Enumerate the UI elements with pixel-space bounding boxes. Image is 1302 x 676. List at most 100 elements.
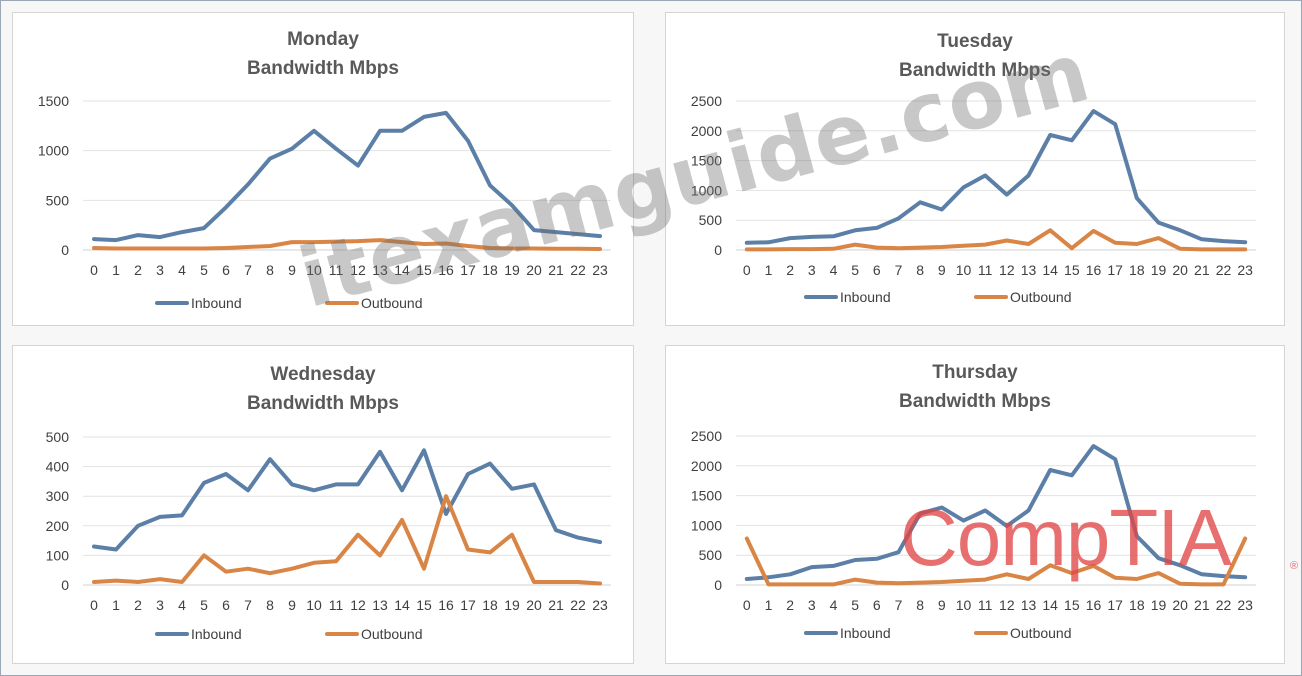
x-tick-label: 0 [743,262,751,278]
x-tick-label: 21 [1194,262,1210,278]
x-tick-label: 7 [895,597,903,613]
x-tick-label: 13 [372,262,388,278]
chart-title-line-2: Bandwidth Mbps [247,393,399,414]
legend-label-outbound: Outbound [1010,289,1072,305]
y-tick-label: 1000 [691,182,722,198]
y-tick-label: 1000 [691,517,722,533]
x-tick-label: 13 [1021,597,1037,613]
legend-label-inbound: Inbound [191,626,242,642]
y-tick-label: 500 [699,212,723,228]
y-tick-label: 200 [46,518,70,534]
chart-title-thursday: Thursday Bandwidth Mbps [666,358,1284,416]
y-tick-label: 0 [61,242,69,258]
chart-title-wednesday: Wednesday Bandwidth Mbps [13,360,633,418]
x-tick-label: 17 [460,262,476,278]
x-tick-label: 6 [222,597,230,613]
x-tick-label: 9 [938,262,946,278]
chart-title-line-2: Bandwidth Mbps [247,58,399,79]
x-tick-label: 8 [916,597,924,613]
x-tick-label: 16 [1086,597,1102,613]
x-tick-label: 13 [1021,262,1037,278]
x-tick-label: 2 [134,597,142,613]
x-tick-label: 19 [1151,597,1167,613]
x-tick-label: 0 [90,597,98,613]
x-tick-label: 14 [1042,597,1058,613]
x-tick-label: 4 [830,597,838,613]
chart-title-line-1: Thursday [932,362,1018,383]
x-tick-label: 12 [350,597,366,613]
x-tick-label: 7 [244,262,252,278]
y-tick-label: 100 [46,547,70,563]
x-tick-label: 5 [200,597,208,613]
x-tick-label: 18 [1129,262,1145,278]
x-tick-label: 6 [222,262,230,278]
x-tick-label: 20 [526,262,542,278]
y-tick-label: 1500 [691,153,722,169]
chart-title-tuesday: Tuesday Bandwidth Mbps [666,27,1284,85]
chart-panel-monday: Monday Bandwidth Mbps 0 500 1000 1500 0 1 2 3 4 5… [12,12,634,326]
x-tick-label: 22 [1216,262,1232,278]
x-tick-label: 17 [460,597,476,613]
legend-label-inbound: Inbound [840,625,891,641]
y-tick-label: 2000 [691,458,722,474]
series-line-outbound [744,228,1248,252]
x-tick-label: 4 [830,262,838,278]
chart-title-line-1: Wednesday [270,364,376,385]
x-tick-label: 12 [999,597,1015,613]
y-tick-label: 500 [699,547,723,563]
x-tick-label: 3 [156,262,164,278]
x-tick-label: 22 [570,262,586,278]
x-tick-label: 4 [178,597,186,613]
x-tick-label: 11 [978,262,993,278]
x-tick-label: 7 [895,262,903,278]
y-tick-label: 400 [46,459,70,475]
x-tick-label: 9 [288,262,296,278]
x-tick-label: 20 [526,597,542,613]
series-line-inbound [744,109,1248,245]
x-tick-label: 6 [873,262,881,278]
x-tick-label: 23 [1237,597,1253,613]
legend-label-outbound: Outbound [361,295,423,311]
y-tick-label: 0 [61,577,69,593]
y-tick-label: 0 [714,242,722,258]
legend-label-inbound: Inbound [840,289,891,305]
x-tick-label: 8 [266,597,274,613]
x-tick-label: 23 [592,262,608,278]
x-tick-label: 19 [504,262,520,278]
series-line-inbound [92,448,602,552]
chart-title-line-2: Bandwidth Mbps [899,60,1051,81]
series-line-outbound [92,494,602,586]
chart-title-line-2: Bandwidth Mbps [899,391,1051,412]
chart-title-monday: Monday Bandwidth Mbps [13,25,633,83]
x-tick-label: 2 [134,262,142,278]
x-tick-label: 14 [394,597,410,613]
x-tick-label: 22 [570,597,586,613]
y-tick-label: 1000 [38,143,69,159]
chart-panel-tuesday: Tuesday Bandwidth Mbps 0 500 1000 1500 2000 2… [665,12,1285,326]
x-tick-label: 9 [288,597,296,613]
x-tick-label: 4 [178,262,186,278]
x-tick-label: 14 [394,262,410,278]
x-tick-label: 21 [1194,597,1210,613]
x-tick-label: 2 [786,262,794,278]
x-tick-label: 17 [1107,597,1123,613]
x-tick-label: 9 [938,597,946,613]
x-tick-label: 10 [306,262,322,278]
chart-panel-thursday: Thursday Bandwidth Mbps 0 500 1000 1500 2000… [665,345,1285,664]
y-tick-label: 500 [46,192,70,208]
x-tick-label: 10 [306,597,322,613]
x-tick-label: 1 [765,597,773,613]
legend-label-outbound: Outbound [361,626,423,642]
x-tick-label: 22 [1216,597,1232,613]
x-tick-label: 8 [266,262,274,278]
x-tick-label: 5 [851,597,859,613]
x-tick-label: 21 [548,262,564,278]
chart-panel-wednesday: Wednesday Bandwidth Mbps 0 100 200 300 400 50… [12,345,634,664]
x-tick-label: 20 [1172,262,1188,278]
chart-title-line-1: Monday [287,29,359,50]
y-tick-label: 500 [46,429,70,445]
x-tick-label: 6 [873,597,881,613]
